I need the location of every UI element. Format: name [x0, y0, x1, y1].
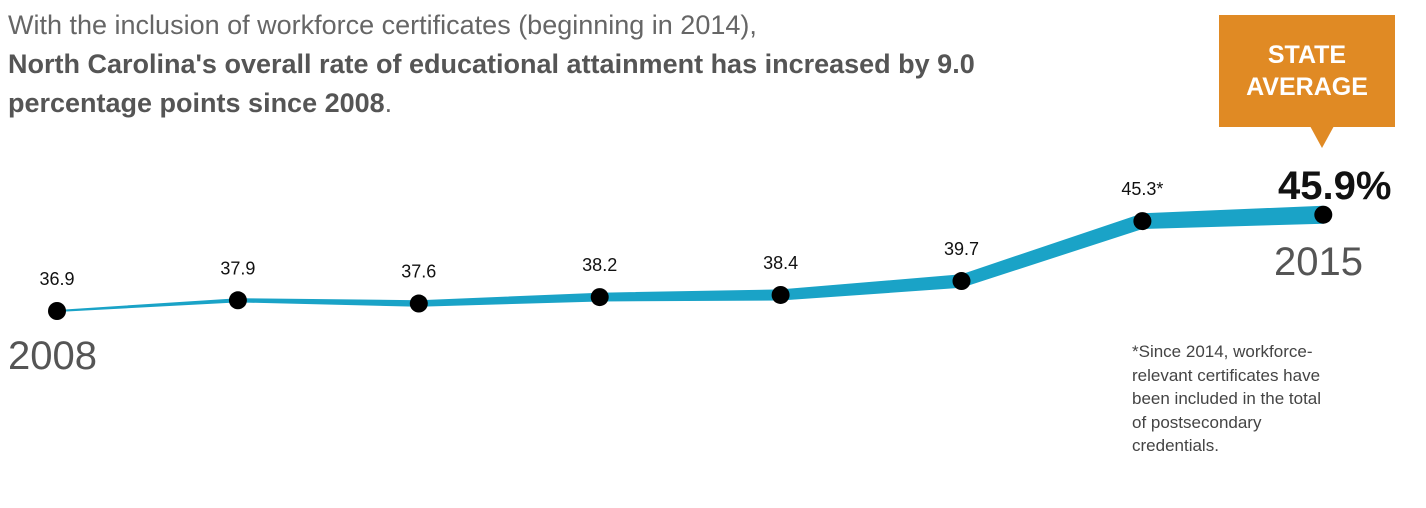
data-label-2013: 39.7	[944, 239, 979, 259]
data-point-2010	[409, 294, 428, 313]
start-year-label: 2008	[8, 334, 97, 378]
headline-intro: With the inclusion of workforce certific…	[8, 10, 757, 40]
data-point-2013	[952, 272, 971, 291]
data-point-2011	[590, 288, 609, 307]
end-year-label: 2015	[1274, 240, 1363, 284]
data-point-2015	[1314, 205, 1333, 224]
data-label-2009: 37.9	[220, 258, 255, 278]
state-average-badge: STATE AVERAGE	[1219, 15, 1395, 127]
badge-line-1: STATE	[1267, 41, 1347, 69]
data-point-2012	[771, 285, 790, 304]
data-label-2012: 38.4	[763, 253, 798, 273]
data-point-2014	[1133, 212, 1152, 231]
data-point-2008	[48, 302, 66, 320]
badge-pointer-icon	[1310, 126, 1334, 148]
data-label-2008: 36.9	[39, 269, 74, 289]
final-value-label: 45.9%	[1278, 164, 1392, 208]
data-label-2010: 37.6	[401, 262, 436, 282]
headline-period: .	[384, 88, 393, 118]
badge-line-2: AVERAGE	[1246, 73, 1368, 101]
headline-emphasis: North Carolina's overall rate of educati…	[8, 49, 975, 118]
footnote: *Since 2014, workforce-relevant certific…	[1132, 342, 1322, 455]
data-label-2011: 38.2	[582, 255, 617, 275]
data-label-2014: 45.3*	[1121, 179, 1163, 199]
headline: With the inclusion of workforce certific…	[8, 6, 988, 123]
data-point-2009	[228, 291, 247, 310]
